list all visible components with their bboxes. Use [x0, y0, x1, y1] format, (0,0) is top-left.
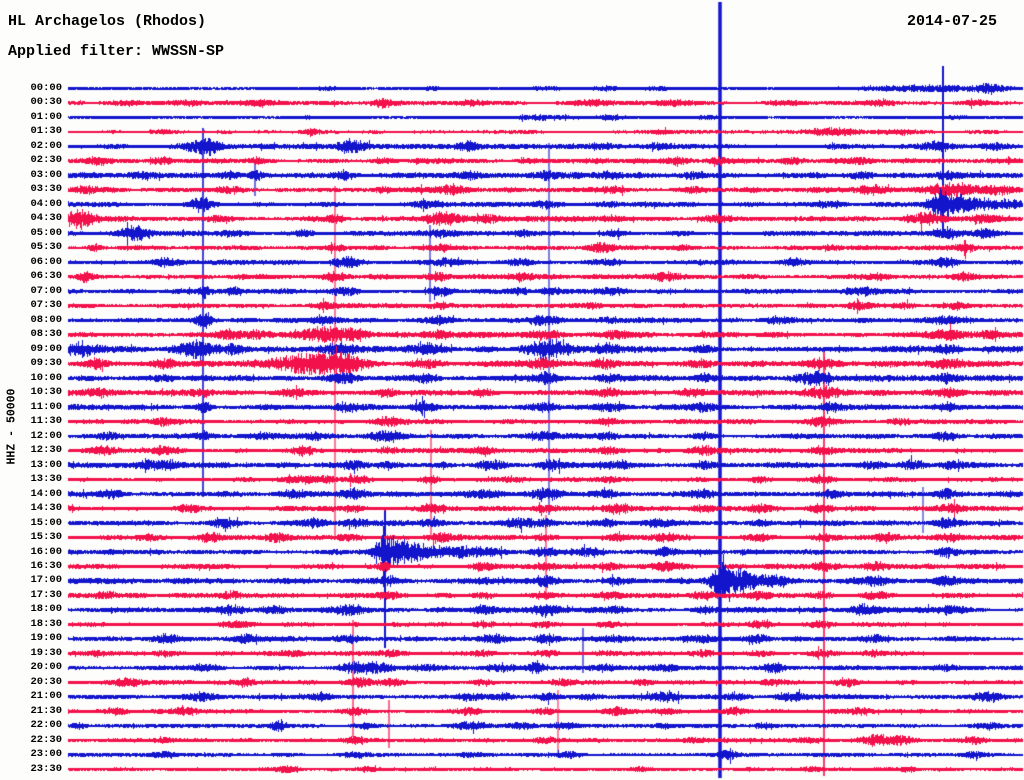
time-label: 17:30 — [30, 588, 62, 601]
station-title: HL Archagelos (Rhodos) — [8, 13, 207, 30]
time-label: 14:00 — [30, 487, 62, 500]
time-label: 08:00 — [30, 313, 62, 326]
time-label: 02:00 — [30, 139, 62, 152]
time-label: 07:00 — [30, 284, 62, 297]
time-label: 23:30 — [30, 762, 62, 775]
time-label: 03:00 — [30, 168, 62, 181]
time-label: 19:30 — [30, 646, 62, 659]
time-label: 22:30 — [30, 733, 62, 746]
time-label: 01:00 — [30, 110, 62, 123]
time-label: 21:00 — [30, 690, 62, 703]
time-label: 05:30 — [30, 241, 62, 254]
time-label: 08:30 — [30, 328, 62, 341]
time-label: 18:00 — [30, 603, 62, 616]
time-label: 00:00 — [30, 82, 62, 94]
time-label: 16:00 — [30, 545, 62, 558]
time-label: 06:00 — [30, 255, 62, 268]
time-label: 12:30 — [30, 444, 62, 457]
time-label: 22:00 — [30, 719, 62, 732]
time-label: 11:30 — [30, 415, 62, 428]
date-label: 2014-07-25 — [906, 13, 997, 30]
time-label: 12:00 — [30, 429, 62, 442]
time-label: 04:00 — [30, 197, 62, 210]
time-label: 03:30 — [30, 183, 62, 196]
time-label: 17:00 — [30, 574, 62, 587]
time-label: 15:30 — [30, 531, 62, 544]
time-label: 20:00 — [30, 661, 62, 674]
time-label: 09:30 — [30, 357, 62, 370]
time-label: 01:30 — [30, 125, 62, 138]
time-label: 19:00 — [30, 632, 62, 645]
time-label: 20:30 — [30, 675, 62, 688]
time-label: 14:30 — [30, 502, 62, 515]
time-label: 05:00 — [30, 226, 62, 239]
time-label: 21:30 — [30, 704, 62, 717]
time-label: 13:00 — [30, 458, 62, 471]
time-label: 10:30 — [30, 386, 62, 399]
time-label: 00:30 — [30, 96, 62, 109]
time-label: 04:30 — [30, 212, 62, 225]
time-label: 06:30 — [30, 270, 62, 283]
time-label: 09:00 — [30, 342, 62, 355]
time-label: 11:00 — [30, 400, 62, 413]
filter-label: Applied filter: WWSSN-SP — [8, 43, 225, 60]
time-label: 15:00 — [30, 516, 62, 529]
time-label: 16:30 — [30, 560, 62, 572]
time-label: 23:00 — [30, 748, 62, 761]
time-label: 07:30 — [30, 299, 62, 312]
time-label: 18:30 — [30, 617, 62, 630]
time-label: 10:00 — [30, 371, 62, 384]
time-label: 13:30 — [30, 473, 62, 486]
time-label: 02:30 — [30, 154, 62, 167]
